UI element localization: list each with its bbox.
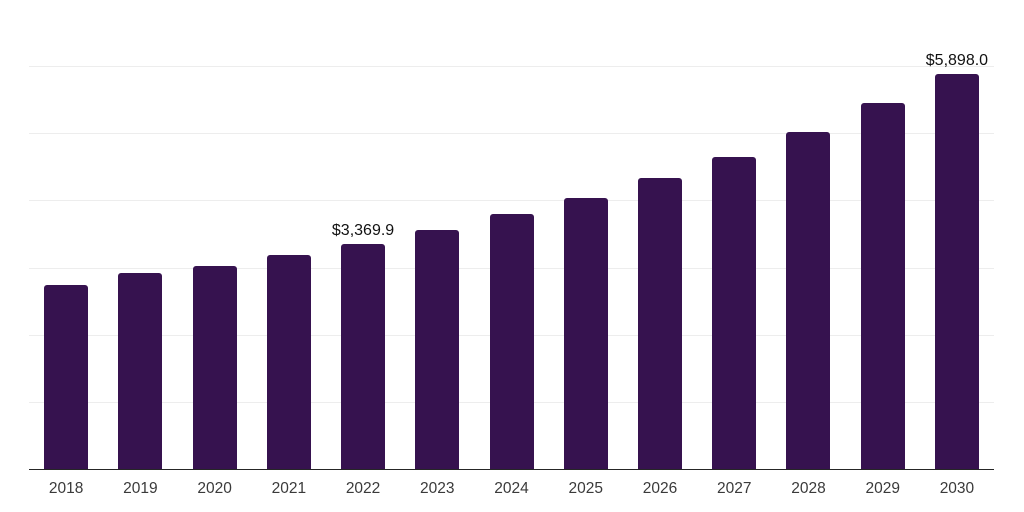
bar-2028 xyxy=(786,132,831,470)
bar-column-2028 xyxy=(771,0,845,470)
bar-column-2023 xyxy=(400,0,474,470)
bar-2019 xyxy=(118,273,163,470)
bar-2025 xyxy=(563,198,608,470)
x-tick-label-2021: 2021 xyxy=(271,480,307,497)
x-tick-label-2028: 2028 xyxy=(791,480,826,497)
x-tick-label-2018: 2018 xyxy=(48,480,84,497)
bar-column-2018 xyxy=(29,0,103,470)
bar-column-2026 xyxy=(623,0,697,470)
gridline-5000 xyxy=(29,133,994,135)
bar-2020 xyxy=(192,266,237,470)
x-tick-label-2022: 2022 xyxy=(345,480,381,497)
bar-2018 xyxy=(44,284,89,470)
bar-column-2020 xyxy=(177,0,251,470)
bar-2030 xyxy=(934,74,979,470)
bar-2022 xyxy=(341,243,386,470)
bar-column-2021 xyxy=(252,0,326,470)
x-tick-label-2020: 2020 xyxy=(197,480,232,497)
x-tick-label-2026: 2026 xyxy=(642,480,678,497)
bar-column-2027 xyxy=(697,0,771,470)
plot-area: $3,369.9 $5,898.0 xyxy=(29,0,994,470)
x-axis-labels: 2018 2019 2020 2021 2022 2023 2024 2025 2026 2027… xyxy=(29,470,994,512)
bar-2021 xyxy=(266,255,311,470)
bar-column-2029 xyxy=(846,0,920,470)
bar-2029 xyxy=(860,103,905,470)
bar-2023 xyxy=(415,230,460,470)
value-label-2030: $5,898.0 xyxy=(925,52,989,69)
bar-column-2030: $5,898.0 xyxy=(920,0,994,470)
bar-2026 xyxy=(637,178,682,470)
value-label-2022: $3,369.9 xyxy=(331,221,395,239)
bars-container: $3,369.9 $5,898.0 xyxy=(29,0,994,470)
x-tick-label-2019: 2019 xyxy=(123,480,158,497)
x-tick-label-2029: 2029 xyxy=(865,480,900,497)
x-axis-line xyxy=(29,469,994,470)
bar-column-2024 xyxy=(474,0,548,470)
x-tick-label-2025: 2025 xyxy=(568,480,603,497)
bar-2027 xyxy=(712,157,757,470)
x-tick-label-2027: 2027 xyxy=(716,480,752,497)
x-tick-label-2024: 2024 xyxy=(494,480,529,497)
gridline-4000 xyxy=(29,200,994,202)
bar-column-2022: $3,369.9 xyxy=(326,0,400,470)
gridline-6000 xyxy=(29,66,994,68)
bar-column-2025 xyxy=(549,0,623,470)
bar-2024 xyxy=(489,214,534,470)
x-tick-label-2030: 2030 xyxy=(939,480,975,497)
x-tick-label-2023: 2023 xyxy=(420,480,455,497)
bar-column-2019 xyxy=(103,0,177,470)
